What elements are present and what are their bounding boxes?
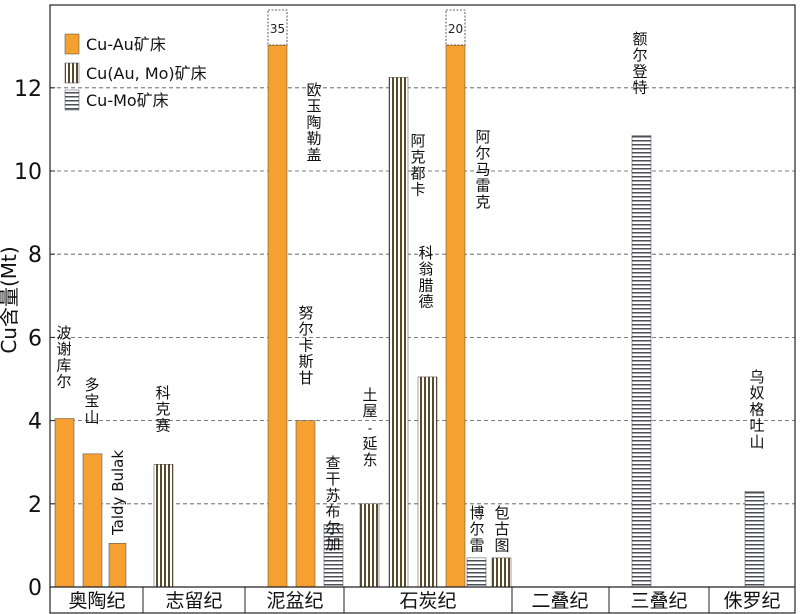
period-label: 二叠纪 (531, 590, 588, 612)
legend-swatch (64, 62, 80, 84)
y-tick-label: 10 (14, 160, 42, 185)
bar (631, 135, 652, 588)
bar (466, 557, 487, 588)
y-tick-label: 8 (28, 243, 42, 268)
period-label: 石炭纪 (399, 590, 456, 612)
y-tick-label: 12 (14, 77, 42, 102)
deposit-label: 包古图 (494, 504, 509, 554)
legend-label: Cu-Mo矿床 (86, 91, 169, 110)
y-tick-label: 0 (28, 576, 42, 601)
legend-swatch (64, 33, 80, 55)
deposit-label: 波谢库尔 (56, 324, 71, 391)
bar (82, 453, 103, 588)
bar (491, 557, 512, 588)
bar (388, 77, 409, 588)
y-tick-label: 6 (28, 326, 42, 351)
bar (153, 464, 174, 588)
deposit-label: 土屋-延东 (362, 386, 377, 469)
bar (54, 418, 75, 588)
y-tick-label: 4 (28, 410, 42, 435)
plot-border (49, 4, 796, 614)
bar-value-label: 20 (448, 22, 463, 36)
deposit-label: 额尔登特 (632, 30, 647, 97)
deposit-label: 欧玉陶勒盖 (306, 81, 321, 164)
period-label: 泥盆纪 (266, 590, 323, 612)
period-label: 奥陶纪 (68, 590, 125, 612)
deposit-label: 阿尔马雷克 (475, 128, 490, 211)
legend-label: Cu(Au, Mo)矿床 (86, 64, 207, 83)
plot-frame (49, 4, 796, 614)
bar-break-box (267, 9, 288, 46)
legend-label: Cu-Au矿床 (86, 35, 166, 54)
deposit-label: 乌奴格吐山 (749, 368, 764, 451)
deposit-label: 阿克都卡 (410, 132, 425, 199)
bar (744, 491, 765, 588)
deposit-label: 科翁腊德 (418, 244, 433, 311)
bar (417, 376, 438, 588)
axes: 奥陶纪 志留纪 泥盆纪 石炭纪 二叠纪 三叠纪 侏罗纪 0 2 4 6 8 10 12 Cu含量(Mt) (0, 77, 781, 612)
deposit-label: Taldy Bulak (109, 450, 127, 536)
bar (108, 543, 127, 588)
bar (295, 420, 316, 588)
bar (445, 44, 466, 588)
bar-break-box (445, 9, 466, 46)
bar (267, 44, 288, 588)
deposit-label: 查干苏布尔加 (325, 454, 340, 553)
y-tick-label: 2 (28, 493, 42, 518)
deposit-label: 努尔卡斯甘 (298, 304, 313, 387)
deposit-label: 博尔雷 (469, 504, 484, 554)
bar (359, 503, 380, 588)
period-label: 三叠纪 (630, 590, 687, 612)
period-label: 侏罗纪 (723, 590, 780, 612)
legend: Cu-Au矿床 Cu(Au, Mo)矿床 Cu-Mo矿床 (64, 33, 207, 111)
y-axis-title: Cu含量(Mt) (0, 246, 21, 353)
deposit-label: 多宝山 (84, 376, 99, 426)
bars (54, 9, 765, 588)
deposit-label: 科克赛 (155, 384, 170, 434)
period-label: 志留纪 (165, 590, 222, 612)
legend-swatch (64, 89, 80, 111)
bar-value-label: 35 (270, 22, 285, 36)
